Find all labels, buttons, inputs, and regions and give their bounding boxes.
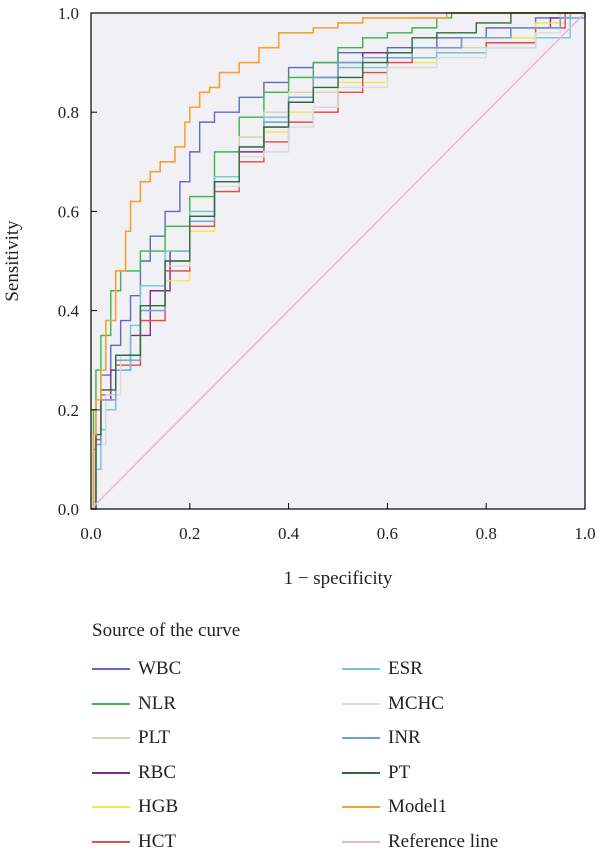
legend-item-rbc: RBC — [92, 756, 342, 791]
legend-label: PLT — [138, 727, 171, 749]
legend-label: ESR — [388, 658, 423, 680]
legend-swatch — [342, 771, 380, 774]
legend-label: HGB — [138, 796, 179, 818]
y-tick-label: 1.0 — [58, 4, 79, 23]
legend-swatch — [342, 737, 380, 740]
series-layer — [90, 12, 586, 510]
x-tick-label: 0.4 — [278, 524, 300, 543]
y-tick-label: 0.2 — [58, 401, 79, 420]
legend-swatch — [92, 840, 130, 843]
legend-label: Model1 — [388, 796, 448, 818]
legend-label: WBC — [138, 658, 182, 680]
legend-swatch — [92, 806, 130, 809]
legend-label: PT — [388, 761, 411, 783]
x-tick-label: 1.0 — [574, 524, 595, 543]
x-axis-ticks: 0.0 0.2 0.4 0.6 0.8 1.0 — [80, 503, 596, 543]
legend-entries: WBC NLR PLT RBC HGB HCT ESR MCHC INR PT Model1 Refe… — [92, 652, 572, 859]
legend-swatch — [342, 806, 380, 809]
y-axis-ticks: 0.0 0.2 0.4 0.6 0.8 1.0 — [58, 4, 97, 519]
plot-border — [90, 12, 586, 510]
series-line-pt — [91, 12, 585, 510]
legend-item-esr: ESR — [342, 652, 572, 687]
legend: Source of the curve WBC NLR PLT RBC HGB HCT ES… — [92, 620, 572, 859]
legend-swatch — [92, 668, 130, 671]
roc-chart: 0.0 0.2 0.4 0.6 0.8 1.0 0.0 0.2 0.4 0.6 0.8 1.0 1 … — [2, 4, 596, 589]
legend-item-model1: Model1 — [342, 790, 572, 825]
y-axis-title: Sensitivity — [2, 220, 23, 302]
legend-item-plt: PLT — [92, 721, 342, 756]
y-tick-label: 0.0 — [58, 500, 79, 519]
series-line-wbc — [91, 12, 585, 510]
x-tick-label: 0.6 — [377, 524, 398, 543]
legend-item-inr: INR — [342, 721, 572, 756]
legend-label: HCT — [138, 830, 176, 852]
legend-item-hgb: HGB — [92, 790, 342, 825]
legend-swatch — [92, 771, 130, 774]
x-axis-title: 1 − specificity — [284, 568, 393, 589]
legend-swatch — [342, 668, 380, 671]
legend-swatch — [342, 840, 380, 843]
legend-item-hct: HCT — [92, 825, 342, 860]
legend-label: MCHC — [388, 692, 444, 714]
legend-item-pt: PT — [342, 756, 572, 791]
legend-item-reference-line: Reference line — [342, 825, 572, 860]
y-tick-label: 0.6 — [58, 202, 79, 221]
y-tick-label: 0.8 — [58, 103, 79, 122]
legend-swatch — [92, 702, 130, 705]
x-tick-label: 0.0 — [80, 524, 101, 543]
legend-swatch — [92, 737, 130, 740]
legend-label: INR — [388, 727, 421, 749]
series-line-model1 — [91, 12, 585, 510]
legend-item-wbc: WBC — [92, 652, 342, 687]
legend-label: Reference line — [388, 830, 499, 852]
y-tick-label: 0.4 — [58, 302, 80, 321]
legend-label: NLR — [138, 692, 176, 714]
series-line-reference-line — [90, 12, 586, 510]
x-tick-label: 0.2 — [179, 524, 200, 543]
legend-label: RBC — [138, 761, 177, 783]
legend-item-nlr: NLR — [92, 687, 342, 722]
legend-title: Source of the curve — [92, 620, 241, 641]
legend-swatch — [342, 702, 380, 705]
x-tick-label: 0.8 — [476, 524, 497, 543]
legend-item-mchc: MCHC — [342, 687, 572, 722]
